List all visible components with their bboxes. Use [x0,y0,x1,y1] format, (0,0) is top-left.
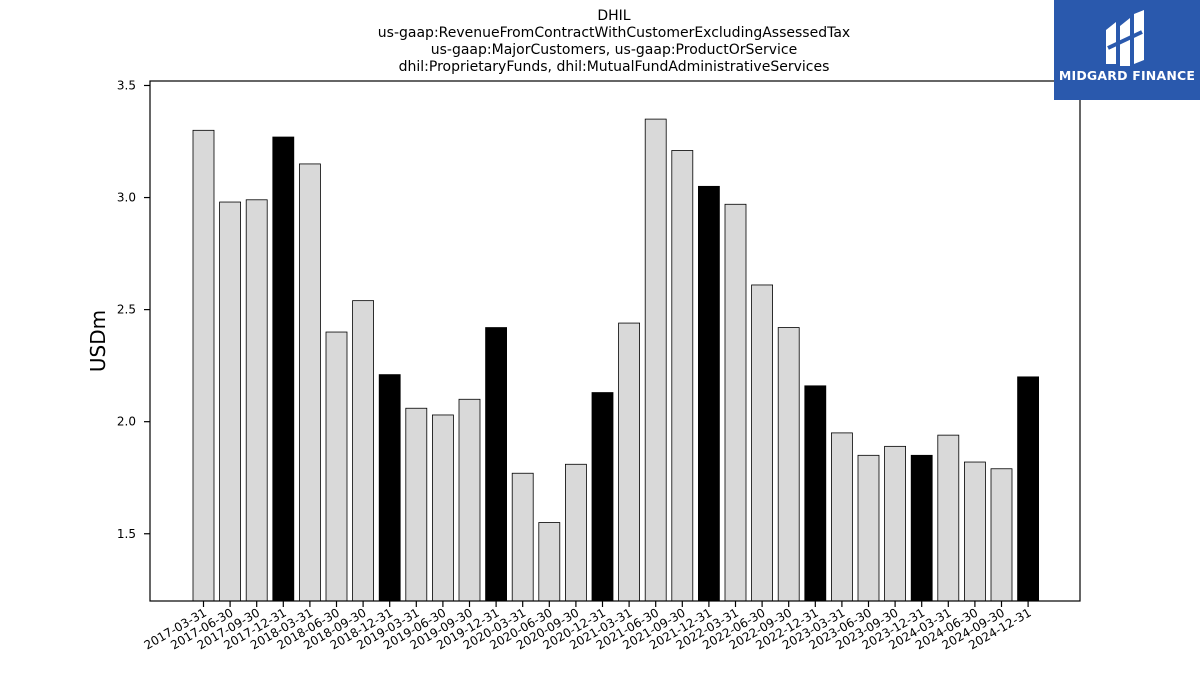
bars-group [192,118,1039,602]
bar-2018-09-30 [352,300,375,602]
bar-2020-12-31 [591,392,614,602]
bar-2021-03-31 [618,322,640,602]
chart-title-line: dhil:ProprietaryFunds, dhil:MutualFundAd… [399,59,830,75]
plot-frame [149,80,1081,602]
bar-2023-12-31 [910,454,933,602]
bar-2024-03-31 [937,434,960,602]
bar-2019-06-30 [431,414,454,602]
company-logo: MIDGARD FINANCE [1054,0,1200,100]
logo-mark-icon [1106,10,1144,66]
bar-2017-09-30 [245,199,268,602]
bar-2020-09-30 [565,463,587,602]
bar-2022-03-31 [724,203,747,602]
bar-2024-09-30 [990,468,1013,602]
x-axis: 2017-03-312017-06-302017-09-302017-12-31… [142,601,1034,652]
y-tick-label: 2.5 [117,303,136,317]
bar-2024-06-30 [964,461,986,602]
bar-2020-03-31 [511,472,534,602]
y-axis-label: USDm [86,310,110,372]
bar-2019-12-31 [485,327,508,602]
bar-2023-06-30 [857,454,880,602]
bar-2023-03-31 [831,432,853,602]
bar-2017-03-31 [192,129,215,602]
bar-2024-12-31 [1017,376,1039,602]
chart-title-line: us-gaap:MajorCustomers, us-gaap:ProductO… [431,42,797,58]
bar-2020-06-30 [538,522,561,602]
bar-2017-12-31 [272,136,295,602]
bar-2021-06-30 [644,118,667,602]
bar-2018-03-31 [298,163,321,602]
bar-2023-09-30 [884,445,906,602]
bar-2021-09-30 [671,150,694,602]
bar-2022-06-30 [751,284,773,602]
bar-2018-06-30 [325,331,348,602]
bar-2022-09-30 [777,327,800,602]
bar-2022-12-31 [804,385,827,602]
bar-2019-09-30 [458,398,481,602]
y-tick-label: 3.0 [117,191,136,205]
bar-2017-06-30 [219,201,242,602]
chart-title-line: DHIL [597,8,630,24]
y-tick-label: 1.5 [117,527,136,541]
chart-title-line: us-gaap:RevenueFromContractWithCustomerE… [378,25,850,41]
chart-title: DHILus-gaap:RevenueFromContractWithCusto… [378,8,850,75]
bar-2018-12-31 [378,374,401,602]
logo-text: MIDGARD FINANCE [1058,68,1196,83]
bar-2021-12-31 [698,185,720,602]
y-tick-label: 3.5 [117,78,136,92]
bar-2019-03-31 [405,407,428,602]
y-tick-label: 2.0 [117,415,136,429]
y-axis: 1.5 2.0 2.5 3.0 3.5 [117,78,150,541]
